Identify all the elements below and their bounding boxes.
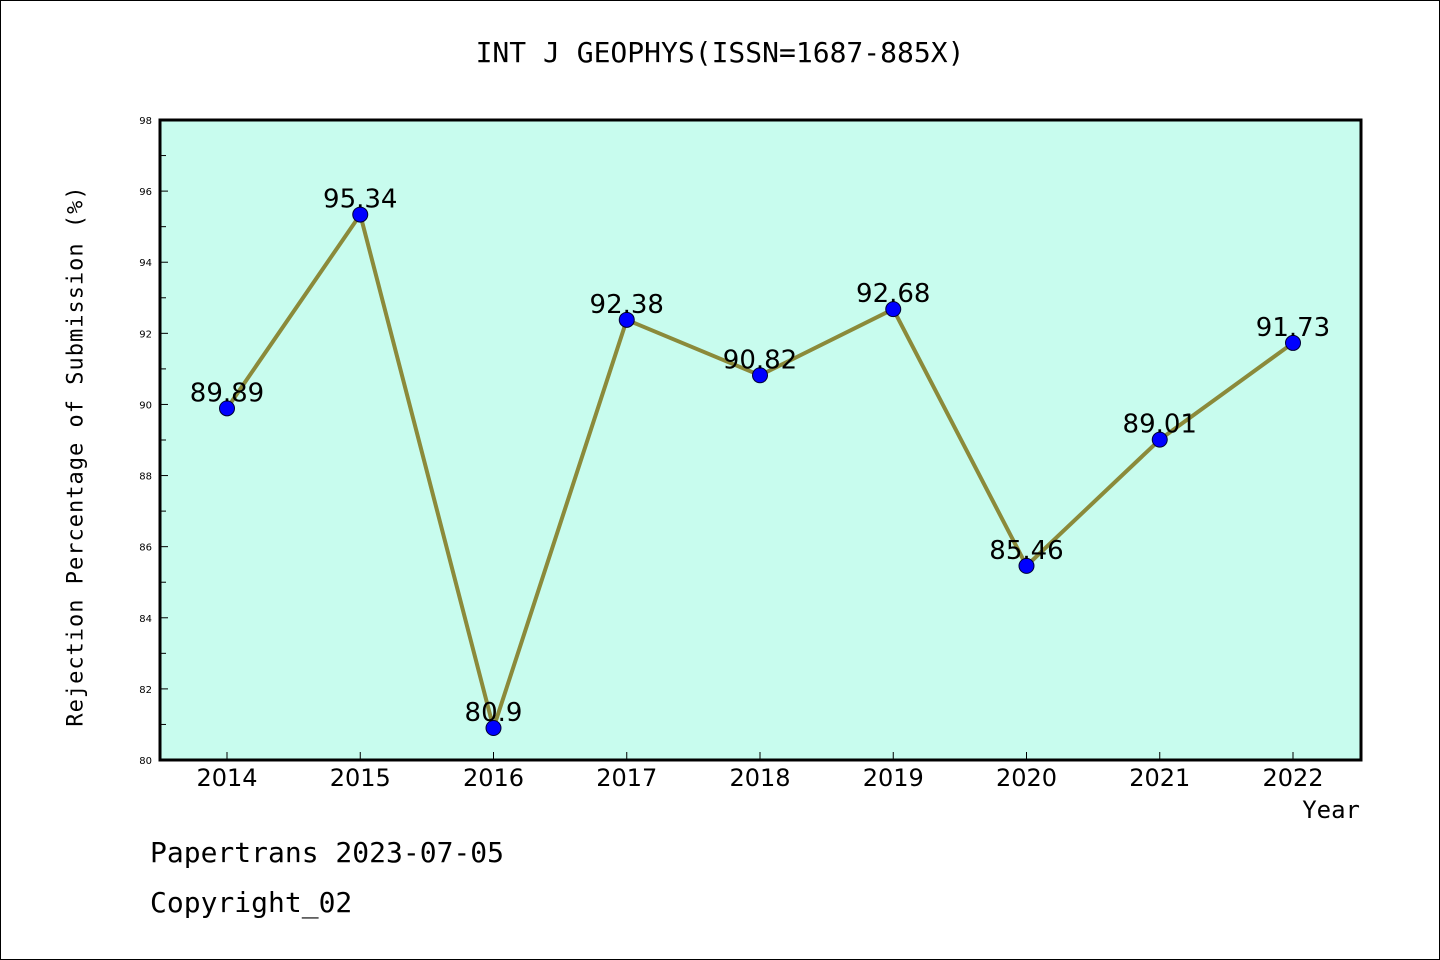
x-tick-label: 2022: [1262, 764, 1323, 792]
data-point: [352, 206, 369, 223]
plot-border: [158, 118, 1363, 762]
x-axis: 2014 2015 2016 2017 2018 2019 2020 2021 2022: [196, 752, 1324, 792]
data-point: [618, 311, 635, 328]
y-tick-label: 82: [139, 685, 152, 696]
x-axis-label: Year: [1302, 796, 1360, 824]
data-points: [219, 206, 1301, 736]
y-tick-label: 86: [139, 543, 152, 554]
data-label: 85.46: [989, 536, 1063, 566]
data-point: [752, 367, 768, 384]
y-tick-label: 90: [139, 400, 152, 411]
data-point: [1151, 431, 1168, 448]
x-tick-label: 2018: [729, 764, 790, 792]
data-label: 92.38: [590, 290, 664, 320]
y-tick-label: 98: [139, 116, 152, 127]
y-tick-label: 88: [139, 472, 152, 483]
data-label: 89.89: [190, 378, 264, 408]
x-tick-label: 2014: [196, 764, 257, 792]
data-point: [1018, 557, 1035, 574]
data-label: 92.68: [856, 279, 930, 309]
data-label: 89.01: [1123, 410, 1197, 440]
plot-area: [160, 120, 1361, 760]
chart-title: INT J GEOPHYS(ISSN=1687-885X): [475, 36, 965, 69]
data-point: [485, 720, 502, 736]
y-tick-label: 96: [139, 187, 152, 198]
x-tick-label: 2016: [463, 764, 524, 792]
footer-copyright: Copyright_02: [150, 886, 353, 919]
x-tick-label: 2019: [863, 764, 924, 792]
y-tick-label: 94: [139, 258, 152, 269]
footer-source: Papertrans 2023-07-05: [150, 836, 505, 869]
y-tick-label: 80: [139, 756, 152, 767]
data-labels: 89.89 95.34 80.9 92.38 90.82 92.68 85.46 89.01 9…: [190, 185, 1330, 728]
data-label: 90.82: [723, 345, 797, 375]
data-point: [1285, 334, 1301, 351]
x-tick-label: 2021: [1129, 764, 1190, 792]
y-tick-label: 92: [139, 329, 152, 340]
x-tick-label: 2017: [596, 764, 657, 792]
data-label: 80.9: [465, 698, 523, 728]
x-tick-label: 2015: [330, 764, 391, 792]
data-point: [219, 400, 235, 417]
data-label: 95.34: [323, 185, 397, 215]
data-label: 91.73: [1256, 313, 1330, 343]
x-tick-label: 2020: [996, 764, 1057, 792]
y-tick-label: 84: [139, 614, 152, 625]
data-point: [885, 301, 902, 318]
